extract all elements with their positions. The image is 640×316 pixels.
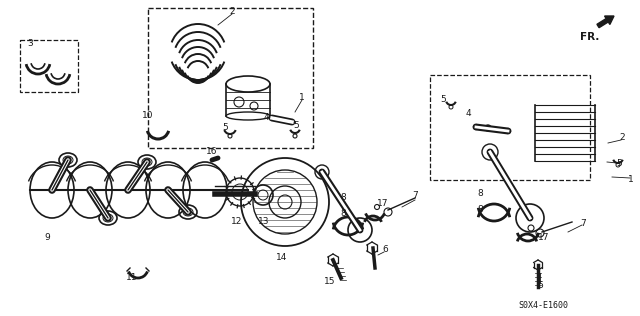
Text: 8: 8: [340, 193, 346, 203]
Text: 8: 8: [340, 209, 346, 217]
Text: 3: 3: [27, 40, 33, 48]
Text: 7: 7: [412, 191, 418, 200]
Text: 5: 5: [440, 95, 446, 105]
Text: 5: 5: [616, 159, 622, 167]
Text: 16: 16: [206, 148, 218, 156]
Text: 7: 7: [580, 220, 586, 228]
Text: 5: 5: [293, 121, 299, 131]
Text: 4: 4: [465, 108, 471, 118]
Text: 6: 6: [537, 281, 543, 289]
Text: 17: 17: [377, 198, 388, 208]
Text: 8: 8: [477, 189, 483, 198]
Text: 17: 17: [538, 233, 550, 241]
Text: 2: 2: [619, 133, 625, 143]
Text: 1: 1: [628, 175, 634, 185]
Text: 12: 12: [231, 217, 243, 227]
FancyArrow shape: [597, 16, 614, 28]
Text: 10: 10: [142, 111, 154, 119]
Text: 9: 9: [44, 234, 50, 242]
Text: 2: 2: [229, 8, 235, 16]
Text: 4: 4: [263, 113, 269, 123]
Text: FR.: FR.: [580, 32, 600, 42]
Text: 14: 14: [276, 253, 288, 263]
Text: 1: 1: [299, 94, 305, 102]
Text: S0X4-E1600: S0X4-E1600: [518, 301, 568, 309]
Text: 8: 8: [477, 205, 483, 215]
Text: 15: 15: [324, 277, 336, 287]
Text: 11: 11: [126, 274, 138, 283]
Text: 13: 13: [259, 217, 269, 227]
Text: 6: 6: [382, 246, 388, 254]
Text: 5: 5: [222, 124, 228, 132]
